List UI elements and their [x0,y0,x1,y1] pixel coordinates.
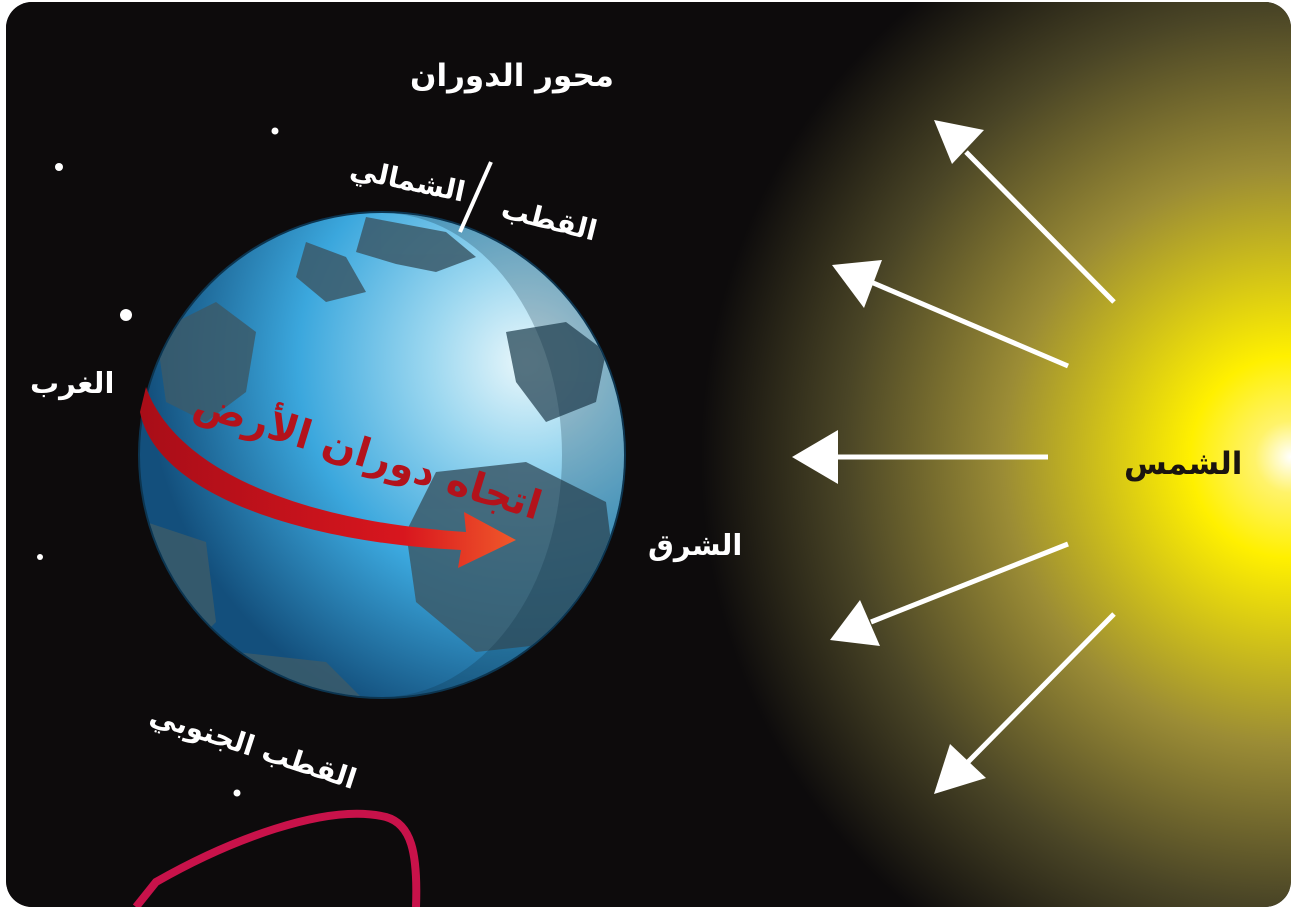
rotation-axis-line [458,161,493,233]
rotation-axis-label: محور الدوران [410,58,614,94]
white-arrow-icon [934,612,1116,794]
east-label: الشرق [648,528,743,562]
star-icon [120,309,132,321]
star-icon [271,127,279,135]
continents [146,217,616,697]
sun-label: الشمس [1124,446,1243,482]
diagram-panel: محور الدوران الشمالي القطب الغرب الشرق ا… [6,2,1291,907]
sun-rays [792,120,1116,794]
white-arrow-icon [792,430,1048,484]
stars [37,127,279,797]
earth-sun-scene [6,2,1291,907]
star-icon [55,163,63,171]
frame-accent [132,809,421,907]
white-arrow-icon [832,260,1069,369]
white-arrow-icon [830,541,1069,646]
west-label: الغرب [30,366,115,400]
star-icon [233,789,241,797]
white-arrow-icon [934,120,1116,304]
earth-globe [138,161,626,699]
star-icon [37,554,43,560]
curved-arrow-icon [140,387,516,568]
